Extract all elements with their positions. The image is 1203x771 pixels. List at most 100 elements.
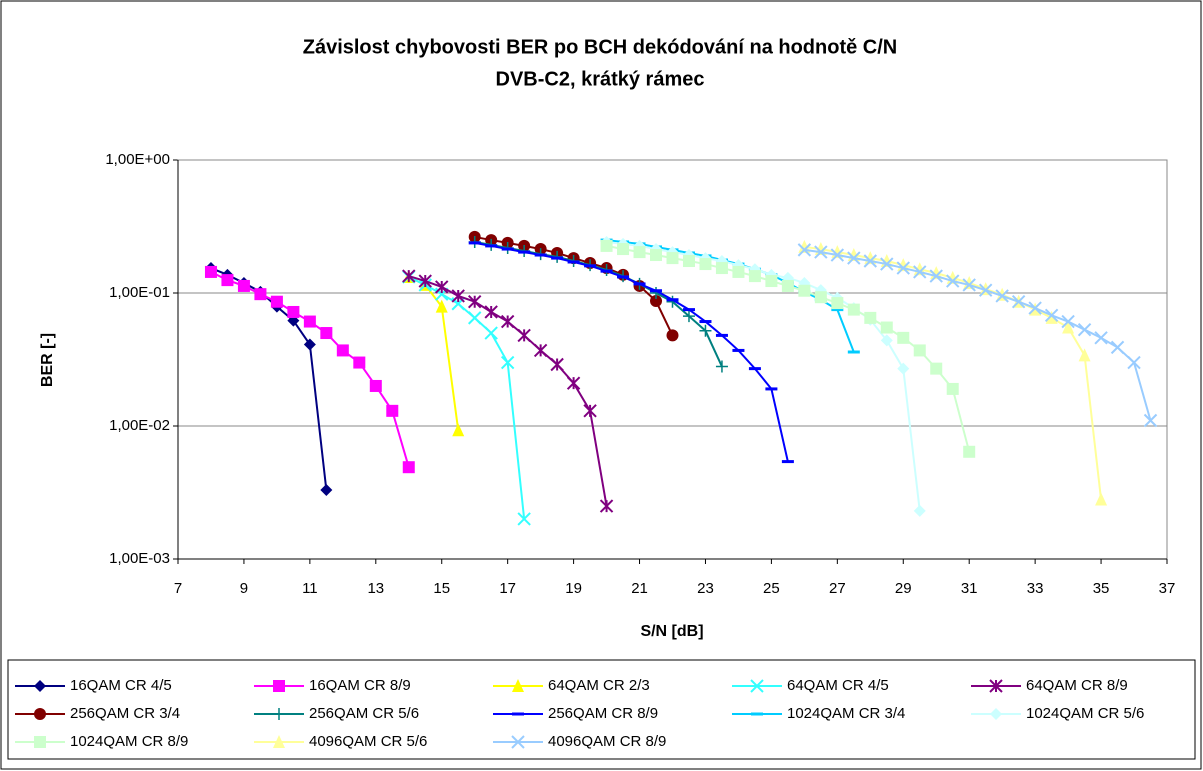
marker: [880, 257, 894, 271]
marker: [254, 288, 267, 301]
x-axis-title: S/N [dB]: [640, 623, 703, 640]
marker: [600, 239, 613, 252]
x-tick-label: 37: [1159, 580, 1176, 597]
marker: [1143, 413, 1158, 428]
marker: [896, 261, 910, 275]
x-tick-label: 7: [174, 580, 182, 597]
marker: [666, 329, 679, 342]
marker: [467, 311, 482, 325]
x-tick-label: 31: [961, 580, 978, 597]
y-tick-label: 1,00E+00: [105, 151, 170, 168]
y-tick-label: 1,00E-01: [109, 284, 170, 301]
marker: [963, 445, 976, 458]
marker: [1011, 295, 1026, 309]
x-tick-label: 13: [367, 580, 384, 597]
legend-label: 64QAM CR 8/9: [1026, 677, 1128, 694]
legend-label: 1024QAM CR 3/4: [787, 705, 905, 722]
x-tick-label: 11: [302, 580, 318, 597]
marker: [1095, 492, 1108, 506]
marker: [1044, 308, 1059, 322]
marker: [913, 504, 926, 517]
x-tick-label: 17: [499, 580, 516, 597]
marker: [237, 279, 250, 292]
x-tick-label: 19: [565, 580, 582, 597]
legend-marker: [750, 679, 764, 693]
marker: [946, 382, 959, 395]
legend-label: 256QAM CR 3/4: [70, 705, 180, 722]
chart-title: Závislost chybovosti BER po BCH dekódová…: [303, 36, 898, 58]
marker: [303, 315, 316, 328]
marker: [500, 355, 515, 370]
legend-label: 16QAM CR 8/9: [309, 677, 411, 694]
marker: [962, 278, 976, 292]
legend-marker: [990, 708, 1002, 720]
marker: [484, 305, 498, 319]
legend-label: 1024QAM CR 5/6: [1026, 705, 1144, 722]
marker: [435, 299, 448, 313]
legend-marker: [512, 679, 524, 692]
marker: [583, 404, 597, 418]
marker: [1061, 314, 1075, 329]
marker: [617, 243, 630, 256]
x-tick-label: 25: [763, 580, 780, 597]
marker: [402, 461, 415, 474]
marker: [682, 310, 695, 323]
marker: [715, 262, 728, 275]
x-tick-label: 35: [1093, 580, 1110, 597]
x-tick-label: 29: [895, 580, 912, 597]
legend-marker: [273, 708, 285, 720]
marker: [830, 248, 845, 262]
marker: [369, 379, 382, 392]
marker: [320, 484, 333, 497]
legend-label: 1024QAM CR 8/9: [70, 733, 188, 750]
marker: [435, 280, 449, 294]
marker: [847, 251, 861, 265]
marker: [353, 356, 366, 369]
marker: [336, 344, 349, 357]
marker: [814, 291, 827, 304]
marker: [517, 512, 531, 526]
marker: [930, 362, 943, 375]
marker: [913, 344, 926, 357]
marker: [880, 321, 893, 334]
marker: [204, 265, 217, 278]
marker: [633, 246, 646, 259]
x-tick-label: 27: [829, 580, 846, 597]
marker: [797, 243, 812, 257]
marker: [814, 245, 828, 259]
legend-marker: [34, 680, 46, 692]
y-axis-title: BER [-]: [39, 333, 56, 387]
marker: [566, 376, 581, 390]
x-tick-label: 21: [631, 580, 648, 597]
marker: [452, 423, 465, 437]
legend-marker: [511, 735, 525, 749]
legend-label: 64QAM CR 2/3: [548, 677, 650, 694]
marker: [386, 404, 399, 417]
marker: [781, 279, 794, 292]
marker: [995, 289, 1009, 303]
y-tick-label: 1,00E-02: [109, 417, 170, 434]
marker: [517, 328, 531, 343]
marker: [418, 274, 432, 288]
marker: [1045, 310, 1058, 324]
marker: [320, 327, 333, 340]
marker: [1062, 320, 1075, 334]
x-tick-label: 15: [433, 580, 450, 597]
series-line: [804, 248, 1152, 421]
marker: [650, 295, 663, 308]
legend-marker: [989, 679, 1003, 693]
marker: [978, 283, 993, 297]
marker: [913, 265, 927, 279]
legend-label: 4096QAM CR 5/6: [309, 733, 427, 750]
marker: [451, 289, 465, 303]
marker: [1028, 301, 1042, 315]
legend-marker: [273, 680, 285, 692]
legend-marker: [34, 708, 46, 720]
marker: [946, 274, 960, 288]
marker: [500, 314, 515, 329]
legend-label: 256QAM CR 8/9: [548, 705, 658, 722]
marker: [221, 274, 234, 287]
marker: [863, 254, 878, 268]
